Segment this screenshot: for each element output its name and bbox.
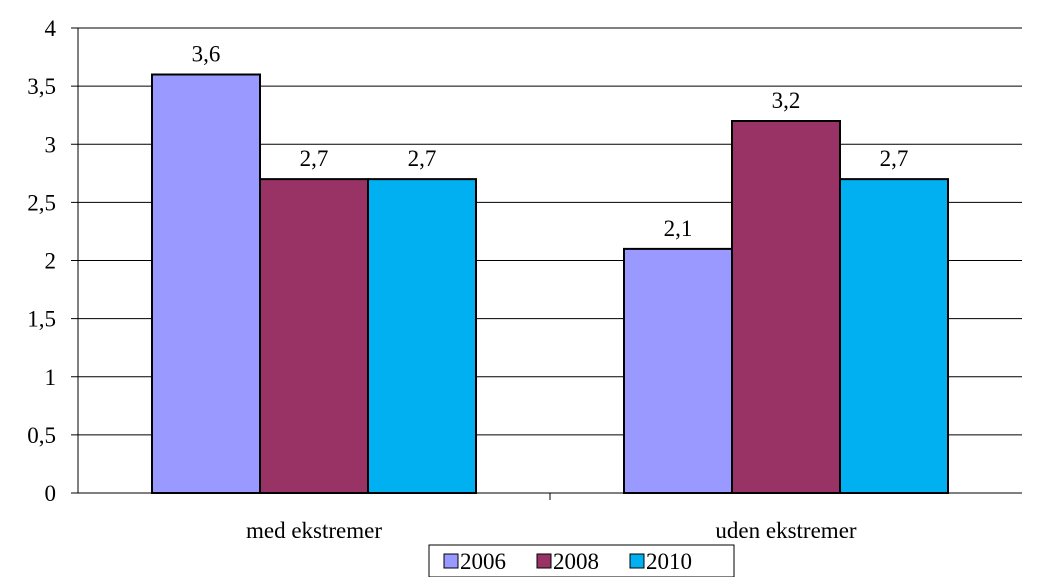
legend-swatch-2006 <box>443 553 459 569</box>
bar-2008-1 <box>731 120 841 494</box>
bar-2010-1 <box>839 178 949 494</box>
y-tick-label: 0,5 <box>27 423 56 448</box>
data-label: 2,7 <box>880 146 909 171</box>
legend-swatch-2010 <box>629 553 645 569</box>
x-tick-labels: med ekstremer uden ekstremer <box>246 518 857 543</box>
bar-2008-0 <box>259 178 369 494</box>
legend-box <box>428 544 735 577</box>
x-tick-label: uden ekstremer <box>715 518 856 543</box>
bar-2006-0 <box>151 73 261 494</box>
y-tick-label: 3 <box>45 132 57 157</box>
legend: 2006 2008 2010 <box>428 544 735 577</box>
data-label: 2,1 <box>664 216 693 241</box>
bar-2010-0 <box>367 178 477 494</box>
y-tick-label: 2,5 <box>27 190 56 215</box>
y-tick-label: 2 <box>45 249 57 274</box>
data-label: 3,6 <box>192 42 221 67</box>
data-label: 2,7 <box>408 146 437 171</box>
legend-label: 2010 <box>646 549 692 574</box>
legend-swatch-2008 <box>536 553 552 569</box>
y-tick-labels: 0 0,5 1 1,5 2 2,5 3 3,5 4 <box>27 16 56 506</box>
y-tick-label: 1 <box>45 365 57 390</box>
bar-2006-1 <box>623 247 733 494</box>
y-tick-label: 4 <box>45 16 57 41</box>
legend-label: 2006 <box>460 549 506 574</box>
y-tick-label: 3,5 <box>27 74 56 99</box>
bars <box>151 73 949 494</box>
data-label: 2,7 <box>300 146 329 171</box>
data-label: 3,2 <box>772 88 801 113</box>
x-tick-label: med ekstremer <box>246 518 382 543</box>
y-tick-label: 0 <box>45 481 57 506</box>
legend-label: 2008 <box>553 549 599 574</box>
y-tick-label: 1,5 <box>27 307 56 332</box>
data-labels: 3,6 2,7 2,7 2,1 3,2 2,7 <box>192 42 909 241</box>
